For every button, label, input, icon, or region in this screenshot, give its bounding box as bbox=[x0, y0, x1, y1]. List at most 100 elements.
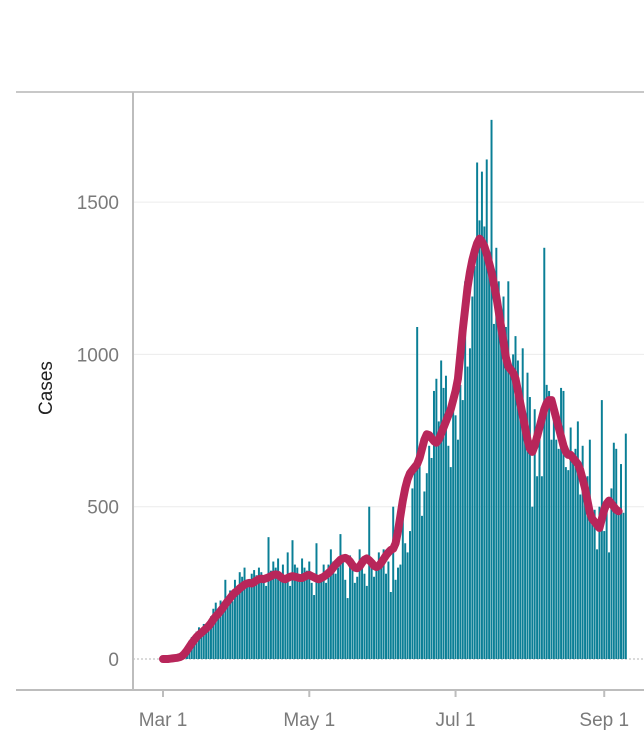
bar-day-170 bbox=[569, 427, 572, 659]
bar-day-61 bbox=[308, 561, 311, 659]
bar-day-55 bbox=[293, 564, 296, 659]
bar-day-186 bbox=[608, 552, 611, 659]
bar-day-131 bbox=[476, 162, 479, 659]
bar-day-49 bbox=[279, 576, 282, 659]
bar-day-85 bbox=[365, 585, 368, 659]
y-axis-title: Cases bbox=[36, 361, 57, 415]
bar-day-22 bbox=[214, 602, 217, 659]
bar-day-165 bbox=[557, 448, 560, 659]
bar-day-164 bbox=[555, 439, 558, 659]
bar-day-137 bbox=[490, 119, 493, 660]
bar-day-146 bbox=[512, 354, 515, 659]
bar-day-124 bbox=[459, 384, 462, 659]
bar-day-90 bbox=[377, 552, 380, 659]
x-tick-label: May 1 bbox=[283, 710, 335, 731]
bar-day-58 bbox=[301, 558, 304, 659]
bar-day-145 bbox=[509, 363, 512, 659]
bar-day-84 bbox=[363, 573, 366, 659]
bar-day-70 bbox=[329, 549, 332, 659]
bar-day-75 bbox=[341, 558, 344, 659]
bar-day-138 bbox=[492, 323, 495, 659]
x-tick-label: Mar 1 bbox=[139, 710, 188, 731]
bar-day-27 bbox=[226, 596, 229, 659]
bar-day-89 bbox=[375, 567, 378, 659]
bar-day-15 bbox=[197, 627, 200, 659]
bar-day-86 bbox=[368, 506, 371, 659]
bar-day-46 bbox=[272, 561, 275, 659]
bar-day-162 bbox=[550, 439, 553, 659]
bar-day-52 bbox=[286, 552, 289, 659]
bar-day-99 bbox=[399, 564, 402, 659]
bar-day-24 bbox=[219, 600, 222, 659]
bar-day-65 bbox=[317, 582, 320, 659]
bar-day-180 bbox=[593, 509, 596, 659]
bar-day-115 bbox=[437, 421, 440, 659]
bar-day-16 bbox=[200, 636, 203, 659]
bar-day-79 bbox=[351, 567, 354, 659]
bar-day-172 bbox=[574, 448, 577, 659]
bar-day-36 bbox=[248, 579, 251, 659]
bar-day-160 bbox=[545, 384, 548, 659]
bar-day-155 bbox=[533, 409, 536, 659]
bar-day-154 bbox=[531, 506, 534, 659]
bar-day-150 bbox=[521, 348, 524, 659]
daily-cases-bars bbox=[169, 119, 627, 660]
bar-day-69 bbox=[327, 564, 330, 659]
bar-day-21 bbox=[212, 608, 215, 659]
bar-day-37 bbox=[250, 573, 253, 659]
bar-day-158 bbox=[540, 476, 543, 659]
bar-day-62 bbox=[310, 582, 313, 659]
bar-day-25 bbox=[221, 605, 224, 659]
bar-day-136 bbox=[488, 256, 491, 659]
y-tick-label-500: 500 bbox=[87, 498, 119, 519]
bar-day-173 bbox=[576, 421, 579, 659]
bar-day-104 bbox=[411, 488, 414, 659]
bar-day-108 bbox=[421, 515, 423, 659]
bar-day-189 bbox=[615, 448, 618, 659]
bar-day-153 bbox=[528, 397, 531, 659]
bar-day-141 bbox=[500, 317, 503, 659]
bar-day-179 bbox=[591, 521, 594, 659]
bar-day-184 bbox=[603, 531, 606, 659]
bar-day-151 bbox=[524, 439, 527, 659]
bar-day-14 bbox=[195, 631, 198, 659]
bar-day-171 bbox=[572, 457, 575, 659]
bar-day-122 bbox=[454, 415, 457, 659]
bar-day-106 bbox=[416, 326, 419, 659]
bar-day-193 bbox=[624, 433, 627, 659]
bar-day-31 bbox=[236, 585, 239, 659]
bar-day-101 bbox=[404, 543, 407, 659]
bar-day-168 bbox=[564, 467, 567, 659]
bar-day-177 bbox=[586, 476, 589, 659]
bar-day-96 bbox=[392, 506, 395, 659]
bar-day-43 bbox=[265, 585, 268, 659]
bar-day-144 bbox=[507, 281, 510, 659]
bar-day-19 bbox=[207, 622, 210, 659]
bar-day-140 bbox=[497, 281, 500, 659]
bar-day-187 bbox=[610, 488, 613, 659]
bar-day-23 bbox=[217, 613, 220, 659]
bar-day-113 bbox=[432, 390, 435, 659]
bar-day-87 bbox=[370, 561, 373, 659]
bar-day-185 bbox=[605, 506, 608, 659]
bar-day-135 bbox=[485, 159, 488, 659]
bar-day-83 bbox=[361, 561, 364, 659]
bar-day-91 bbox=[380, 564, 383, 659]
bar-day-60 bbox=[305, 570, 308, 659]
bar-day-97 bbox=[394, 579, 397, 659]
bar-day-45 bbox=[269, 570, 272, 659]
bar-day-163 bbox=[552, 415, 555, 659]
y-tick-label-0: 0 bbox=[108, 650, 119, 671]
seven-day-average-layer bbox=[159, 234, 623, 663]
y-tick-labels: 0 500 1000 1500 bbox=[77, 193, 119, 671]
bar-day-128 bbox=[468, 348, 471, 659]
bar-day-34 bbox=[243, 567, 246, 659]
bar-day-159 bbox=[543, 247, 546, 660]
bar-day-176 bbox=[584, 488, 587, 659]
bar-day-38 bbox=[253, 570, 256, 659]
bar-day-182 bbox=[598, 506, 601, 659]
bar-day-120 bbox=[449, 467, 452, 659]
bar-day-41 bbox=[260, 572, 263, 659]
bar-day-88 bbox=[373, 576, 376, 659]
